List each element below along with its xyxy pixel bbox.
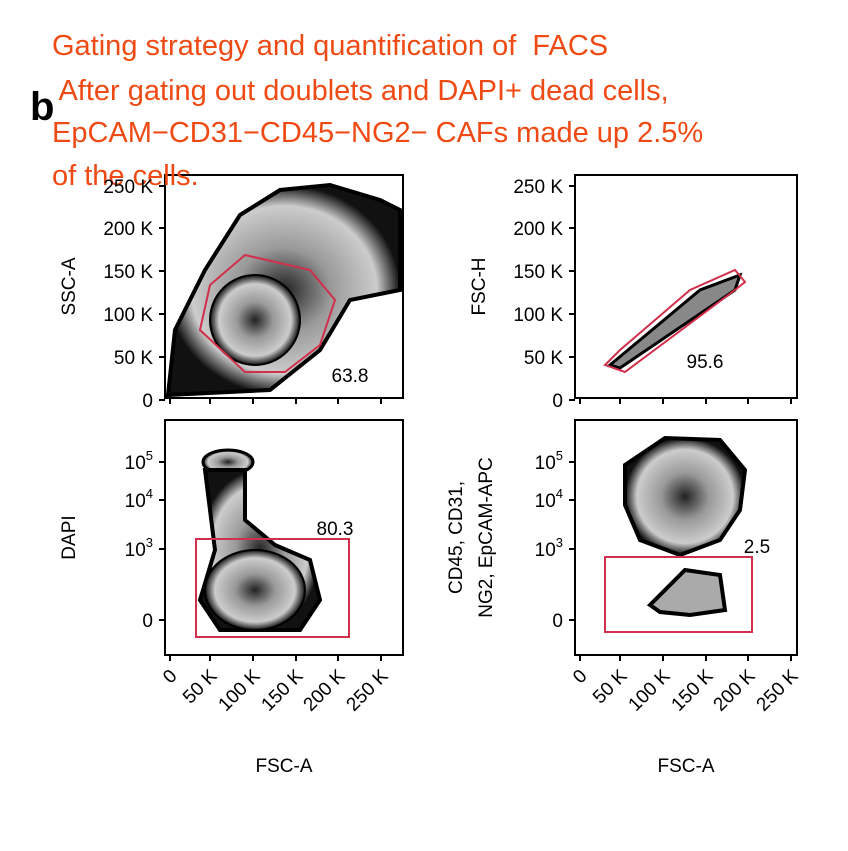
- tick-text: 150 K: [513, 262, 563, 283]
- y-tick-label: 250 K: [513, 177, 563, 198]
- x-axis-label: FSC-A: [256, 756, 313, 777]
- y-tick-label: 104: [125, 486, 153, 512]
- panel-label: b: [30, 85, 54, 129]
- tick-text: 150 K: [103, 262, 153, 283]
- y-tick-label: 100 K: [103, 305, 153, 326]
- y-axis-label: CD45, CD31,: [446, 481, 467, 594]
- tick-exponent: 4: [556, 486, 563, 501]
- y-tick-label: 150 K: [103, 262, 153, 283]
- tick-text: 250 K: [103, 177, 153, 198]
- plot-frames: [164, 174, 798, 656]
- y-tick-label: 200 K: [513, 219, 563, 240]
- tick-text: 0: [142, 391, 153, 412]
- x-tick-label: 250 K: [753, 665, 803, 715]
- y-axis-label: NG2, EpCAM-APC: [476, 457, 497, 617]
- y-tick-label: 0: [552, 391, 563, 412]
- tick-text: 0: [142, 611, 153, 632]
- y-tick-label: 103: [535, 535, 563, 561]
- frame: [164, 174, 404, 399]
- tick-exponent: 4: [146, 486, 153, 501]
- tick-text: 50 K: [114, 348, 153, 369]
- gate-value: 63.8: [332, 366, 369, 387]
- tick-exponent: 3: [556, 535, 563, 550]
- x-tick-label: 100 K: [625, 665, 675, 715]
- tick-text: 10: [535, 540, 556, 561]
- y-tick-label: 50 K: [524, 348, 563, 369]
- tick-exponent: 3: [146, 535, 153, 550]
- x-tick-label: 200 K: [300, 665, 350, 715]
- y-tick-label: 50 K: [114, 348, 153, 369]
- caption-line: EpCAM−CD31−CD45−NG2− CAFs made up 2.5%: [52, 117, 703, 149]
- tick-text: 10: [125, 491, 146, 512]
- y-tick-label: 0: [142, 611, 153, 632]
- caption-line: After gating out doublets and DAPI+ dead…: [52, 75, 669, 107]
- x-tick-label: 100 K: [215, 665, 265, 715]
- tick-text: 100 K: [103, 305, 153, 326]
- frame: [574, 174, 798, 399]
- y-tick-label: 0: [142, 391, 153, 412]
- gate-value: 95.6: [687, 352, 724, 373]
- y-tick-label: 150 K: [513, 262, 563, 283]
- x-tick-label: 250 K: [343, 665, 393, 715]
- x-tick-label: 150 K: [258, 665, 308, 715]
- tick-text: 200 K: [513, 219, 563, 240]
- x-tick-label: 200 K: [710, 665, 760, 715]
- gate: [198, 253, 337, 373]
- tick-text: 10: [125, 540, 146, 561]
- y-axis-label: DAPI: [59, 515, 80, 559]
- tick-text: 10: [125, 453, 146, 474]
- y-tick-label: 105: [125, 448, 153, 474]
- y-axis-label: SSC-A: [59, 257, 80, 315]
- x-tick-label: 0: [569, 666, 591, 688]
- x-tick-label: 0: [159, 666, 181, 688]
- gates: [195, 253, 753, 638]
- gate-value: 80.3: [317, 519, 354, 540]
- y-tick-label: 104: [535, 486, 563, 512]
- caption-line: Gating strategy and quantification of FA…: [52, 30, 608, 62]
- y-tick-label: 100 K: [513, 305, 563, 326]
- caption-line: of the cells.: [52, 160, 199, 192]
- gate: [195, 538, 350, 638]
- tick-text: 0: [552, 391, 563, 412]
- y-axis-label: FSC-H: [469, 257, 490, 315]
- gate: [604, 556, 753, 633]
- tick-text: 250 K: [513, 177, 563, 198]
- gate: [603, 268, 747, 374]
- x-tick-label: 150 K: [668, 665, 718, 715]
- y-tick-label: 105: [535, 448, 563, 474]
- tick-text: 100 K: [513, 305, 563, 326]
- tick-text: 0: [552, 611, 563, 632]
- y-tick-label: 103: [125, 535, 153, 561]
- y-tick-label: 250 K: [103, 177, 153, 198]
- y-tick-label: 0: [552, 611, 563, 632]
- density-plots: [165, 182, 748, 632]
- tick-text: 10: [535, 453, 556, 474]
- tick-text: 200 K: [103, 219, 153, 240]
- tick-exponent: 5: [146, 448, 153, 463]
- x-axis-label: FSC-A: [658, 756, 715, 777]
- frame: [574, 419, 798, 656]
- frame: [164, 419, 404, 656]
- y-tick-label: 200 K: [103, 219, 153, 240]
- tick-exponent: 5: [556, 448, 563, 463]
- tick-text: 50 K: [524, 348, 563, 369]
- gate-value: 2.5: [744, 537, 770, 558]
- tick-text: 10: [535, 491, 556, 512]
